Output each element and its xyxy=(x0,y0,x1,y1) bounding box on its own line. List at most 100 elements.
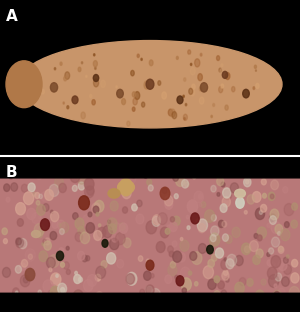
Ellipse shape xyxy=(42,242,44,246)
Ellipse shape xyxy=(214,290,220,298)
Ellipse shape xyxy=(160,227,169,238)
Ellipse shape xyxy=(224,189,232,200)
Ellipse shape xyxy=(158,213,167,225)
Ellipse shape xyxy=(188,55,191,60)
Ellipse shape xyxy=(59,229,64,235)
Ellipse shape xyxy=(78,174,86,184)
Ellipse shape xyxy=(94,54,95,56)
Ellipse shape xyxy=(239,278,246,286)
Ellipse shape xyxy=(146,221,157,234)
Ellipse shape xyxy=(93,206,99,213)
Ellipse shape xyxy=(109,224,116,234)
Ellipse shape xyxy=(206,85,209,90)
Ellipse shape xyxy=(172,241,177,247)
Ellipse shape xyxy=(259,211,262,214)
Ellipse shape xyxy=(223,188,231,198)
Ellipse shape xyxy=(170,109,175,117)
Ellipse shape xyxy=(278,246,284,253)
Ellipse shape xyxy=(80,232,90,244)
Ellipse shape xyxy=(221,182,225,187)
Ellipse shape xyxy=(120,223,125,230)
Ellipse shape xyxy=(94,231,102,241)
Ellipse shape xyxy=(224,270,228,275)
Ellipse shape xyxy=(195,59,200,67)
Ellipse shape xyxy=(173,251,182,262)
Ellipse shape xyxy=(119,223,128,233)
Ellipse shape xyxy=(256,249,263,258)
Ellipse shape xyxy=(284,265,292,275)
Ellipse shape xyxy=(188,271,192,275)
Ellipse shape xyxy=(54,73,56,75)
Ellipse shape xyxy=(127,272,137,285)
Ellipse shape xyxy=(132,204,137,211)
Ellipse shape xyxy=(67,106,69,109)
Ellipse shape xyxy=(118,181,134,194)
Ellipse shape xyxy=(255,290,264,301)
Ellipse shape xyxy=(6,197,10,202)
Ellipse shape xyxy=(190,89,195,96)
Ellipse shape xyxy=(21,184,28,192)
Ellipse shape xyxy=(73,213,78,220)
Ellipse shape xyxy=(199,244,206,253)
Ellipse shape xyxy=(58,223,61,227)
Ellipse shape xyxy=(278,246,283,252)
Ellipse shape xyxy=(131,71,134,76)
Ellipse shape xyxy=(165,199,173,209)
Ellipse shape xyxy=(242,243,251,255)
Ellipse shape xyxy=(170,217,175,222)
Ellipse shape xyxy=(291,273,299,283)
Ellipse shape xyxy=(96,292,103,300)
Ellipse shape xyxy=(30,86,35,94)
Ellipse shape xyxy=(61,253,64,257)
Ellipse shape xyxy=(119,178,133,196)
Ellipse shape xyxy=(59,183,66,193)
Ellipse shape xyxy=(174,260,177,263)
Ellipse shape xyxy=(222,71,228,78)
Ellipse shape xyxy=(57,220,65,230)
Ellipse shape xyxy=(86,75,87,77)
Ellipse shape xyxy=(83,280,93,291)
Ellipse shape xyxy=(190,251,197,261)
Ellipse shape xyxy=(270,194,274,199)
Ellipse shape xyxy=(2,228,8,235)
Ellipse shape xyxy=(55,177,63,188)
Ellipse shape xyxy=(51,285,57,292)
Ellipse shape xyxy=(192,252,202,265)
Text: A: A xyxy=(6,9,18,24)
Ellipse shape xyxy=(209,233,220,246)
Ellipse shape xyxy=(274,284,277,288)
Ellipse shape xyxy=(132,92,136,97)
Ellipse shape xyxy=(138,256,143,261)
Ellipse shape xyxy=(184,118,185,120)
Ellipse shape xyxy=(23,277,28,283)
Ellipse shape xyxy=(221,84,224,88)
Ellipse shape xyxy=(244,246,250,253)
Ellipse shape xyxy=(278,260,287,271)
Ellipse shape xyxy=(110,201,118,211)
Ellipse shape xyxy=(58,283,67,294)
Bar xyxy=(0,0,300,156)
Ellipse shape xyxy=(75,218,84,229)
Ellipse shape xyxy=(255,208,265,220)
Ellipse shape xyxy=(226,278,229,282)
Ellipse shape xyxy=(146,260,154,270)
Ellipse shape xyxy=(208,259,214,267)
Ellipse shape xyxy=(289,286,299,299)
Ellipse shape xyxy=(141,58,142,61)
Ellipse shape xyxy=(122,99,125,105)
Ellipse shape xyxy=(92,100,95,105)
Ellipse shape xyxy=(212,47,216,53)
Ellipse shape xyxy=(152,216,160,227)
Ellipse shape xyxy=(270,262,275,269)
Ellipse shape xyxy=(100,57,103,62)
Ellipse shape xyxy=(36,172,42,179)
Ellipse shape xyxy=(198,194,203,199)
Ellipse shape xyxy=(121,178,127,185)
Ellipse shape xyxy=(182,288,187,293)
Ellipse shape xyxy=(112,234,118,242)
Ellipse shape xyxy=(168,265,177,276)
Ellipse shape xyxy=(200,83,208,92)
Ellipse shape xyxy=(261,279,266,285)
Ellipse shape xyxy=(116,232,125,245)
Ellipse shape xyxy=(46,257,55,268)
